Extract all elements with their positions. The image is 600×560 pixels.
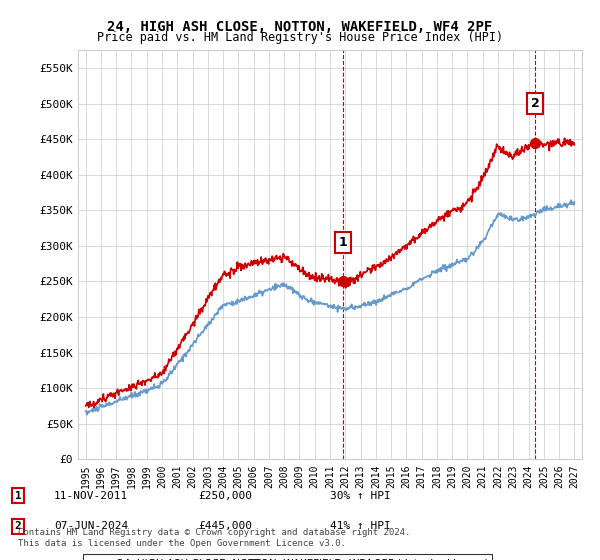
Text: 2: 2 bbox=[531, 97, 539, 110]
Text: 2: 2 bbox=[14, 521, 22, 531]
Text: 1: 1 bbox=[339, 236, 347, 249]
Text: 24, HIGH ASH CLOSE, NOTTON, WAKEFIELD, WF4 2PF: 24, HIGH ASH CLOSE, NOTTON, WAKEFIELD, W… bbox=[107, 20, 493, 34]
Text: £250,000: £250,000 bbox=[198, 491, 252, 501]
Text: Contains HM Land Registry data © Crown copyright and database right 2024.
This d: Contains HM Land Registry data © Crown c… bbox=[18, 528, 410, 548]
Text: £445,000: £445,000 bbox=[198, 521, 252, 531]
Text: 1: 1 bbox=[14, 491, 22, 501]
Text: 30% ↑ HPI: 30% ↑ HPI bbox=[330, 491, 391, 501]
Text: Price paid vs. HM Land Registry's House Price Index (HPI): Price paid vs. HM Land Registry's House … bbox=[97, 31, 503, 44]
Text: 07-JUN-2024: 07-JUN-2024 bbox=[54, 521, 128, 531]
Text: 11-NOV-2011: 11-NOV-2011 bbox=[54, 491, 128, 501]
Legend: 24, HIGH ASH CLOSE, NOTTON, WAKEFIELD, WF4 2PF (detached house), HPI: Average pr: 24, HIGH ASH CLOSE, NOTTON, WAKEFIELD, W… bbox=[83, 554, 493, 560]
Text: 41% ↑ HPI: 41% ↑ HPI bbox=[330, 521, 391, 531]
